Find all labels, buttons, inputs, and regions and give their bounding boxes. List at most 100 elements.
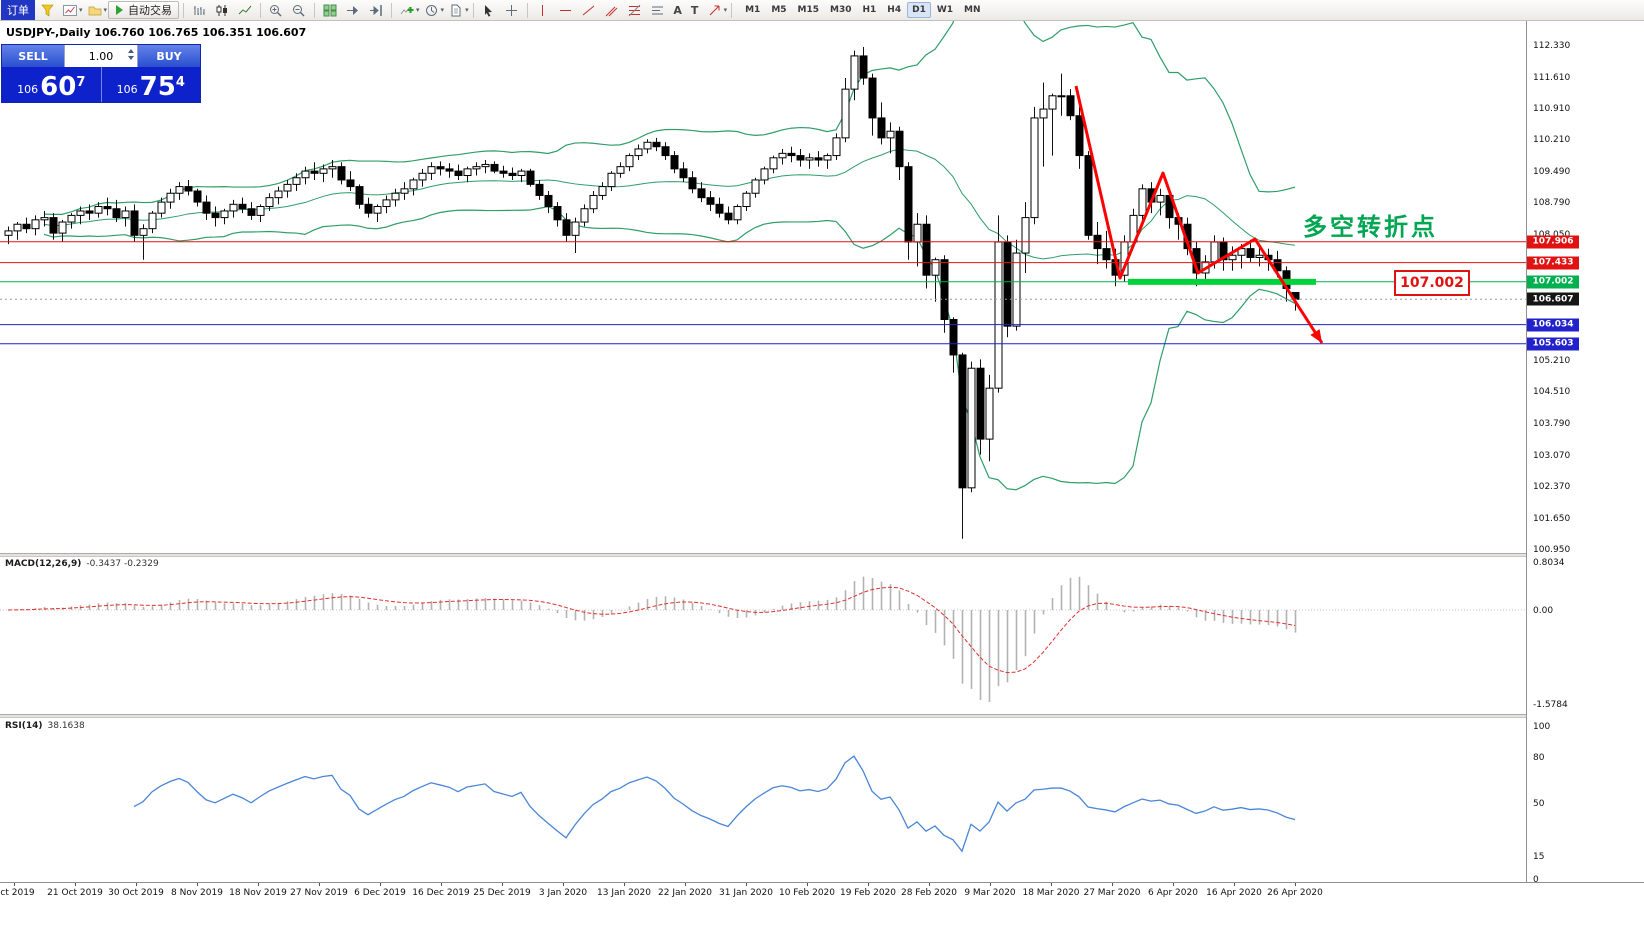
support-price-label[interactable]: 107.002 [1394,270,1470,296]
timeframe-h4[interactable]: H4 [882,2,906,18]
panel-splitter[interactable] [0,553,1644,557]
candle [229,203,238,212]
trendline-tool-icon[interactable] [578,1,600,19]
indicators-icon[interactable] [396,1,418,19]
candle [301,170,310,179]
price-tick-label: 101.650 [1533,513,1571,524]
cycles-dropdown-icon[interactable]: ▾ [440,6,445,14]
turning-point-annotation[interactable]: 多空转折点 [1303,212,1438,241]
new-chart-dropdown-icon[interactable]: ▾ [79,6,83,14]
candle [796,155,805,161]
funnel-icon[interactable] [36,1,58,19]
timeframe-mn[interactable]: MN [959,2,986,18]
bollinger-lower-band[interactable] [43,205,1296,491]
candle [1246,248,1255,258]
timeframe-m15[interactable]: M15 [793,2,824,18]
candle [76,210,85,216]
sell-price[interactable]: 106 60 7 [2,67,102,102]
volume-spinner[interactable] [128,49,134,60]
sell-price-point: 7 [76,75,86,90]
fibonacci-tool-icon[interactable] [624,1,646,19]
toolbar-separator [472,2,474,18]
level-price-badge: 106.034 [1527,318,1579,332]
date-tick-label: 9 Mar 2020 [964,888,1016,898]
profiles-icon[interactable] [84,1,106,19]
macd-panel-canvas[interactable] [0,557,1526,714]
zoom-in-icon[interactable] [265,1,287,19]
candle [85,210,94,214]
price-tick-label: 103.790 [1533,419,1571,430]
volume-input[interactable]: 1.00 [64,45,138,67]
candlestick-chart-icon[interactable] [211,1,233,19]
candle [1048,95,1057,110]
profiles-dropdown-icon[interactable]: ▾ [103,6,108,14]
candle [1003,241,1012,327]
new-chart-icon[interactable] [59,1,81,19]
candle [445,168,454,172]
rsi-line [133,755,1296,853]
bollinger-upper-band[interactable] [43,21,1296,215]
channel-tool-icon[interactable] [601,1,623,19]
date-tick [258,883,259,886]
text-tool-icon[interactable]: A [673,3,682,17]
text-label-tool-icon[interactable]: T [690,3,699,17]
timeframe-w1[interactable]: W1 [932,2,958,18]
timeframe-d1[interactable]: D1 [907,2,931,18]
date-axis[interactable]: Oct 2019 21 Oct 2019 30 Oct 2019 8 Nov 2019… [0,882,1644,906]
cursor-icon[interactable] [478,1,500,19]
candle [922,223,931,276]
arrows-dropdown-icon[interactable]: ▾ [723,6,728,14]
zoom-out-icon[interactable] [288,1,310,19]
price-axis[interactable]: 112.330 111.610 110.910 110.210 109.490 108.7… [1526,21,1644,885]
crosshair-icon[interactable] [501,1,523,19]
buy-button[interactable]: BUY [138,45,200,67]
new-order-button[interactable]: 订单 [1,0,35,20]
panel-splitter[interactable] [0,714,1644,718]
trend-zigzag-arrow[interactable] [1074,85,1324,344]
timeframe-m5[interactable]: M5 [766,2,791,18]
horizontal-line-tool-icon[interactable] [555,1,577,19]
autotrading-button[interactable]: 自动交易 [108,1,180,19]
top-toolbar: 订单 ▾ ▾ 自动交易 ▾ ▾ ▾ [0,0,1644,21]
cycles-icon[interactable] [421,1,443,19]
timeframe-m30[interactable]: M30 [825,2,856,18]
timeframe-m1[interactable]: M1 [740,2,765,18]
chart-shift-icon[interactable] [365,1,387,19]
buy-price[interactable]: 106 75 4 [102,67,201,102]
rsi-axis-label: 80 [1533,752,1545,763]
candle [355,186,364,205]
auto-scroll-icon[interactable] [342,1,364,19]
candle [1210,241,1219,263]
candle [670,155,679,170]
arrows-tool-icon[interactable] [704,1,726,19]
templates-icon[interactable] [445,1,467,19]
templates-dropdown-icon[interactable]: ▾ [465,6,469,14]
candle [814,157,823,161]
rsi-axis-label: 0 [1533,875,1539,885]
indicators-dropdown-icon[interactable]: ▾ [416,6,420,14]
line-chart-icon[interactable] [234,1,256,19]
rsi-panel-canvas[interactable] [0,718,1526,882]
bar-chart-icon[interactable] [188,1,210,19]
vertical-line-tool-icon[interactable] [532,1,554,19]
spin-down-icon[interactable] [128,56,134,60]
candle [1273,259,1282,272]
sell-button[interactable]: SELL [2,45,64,67]
candle [157,201,166,214]
date-tick [380,883,381,886]
candle [913,223,922,243]
main-chart-canvas[interactable] [0,21,1526,554]
spin-up-icon[interactable] [128,49,134,53]
date-tick [75,883,76,886]
macd-signal-line [7,586,1296,674]
date-tick-label: 28 Feb 2020 [900,888,958,898]
toolbar-separator [391,2,393,18]
timeframe-h1[interactable]: H1 [858,2,882,18]
candle [211,212,220,219]
buy-price-pips: 75 [139,72,176,102]
date-tick [1173,883,1174,886]
lines-menu-icon[interactable] [647,1,669,19]
tile-windows-icon[interactable] [319,1,341,19]
candle [499,170,508,174]
new-order-label: 订单 [7,4,29,17]
